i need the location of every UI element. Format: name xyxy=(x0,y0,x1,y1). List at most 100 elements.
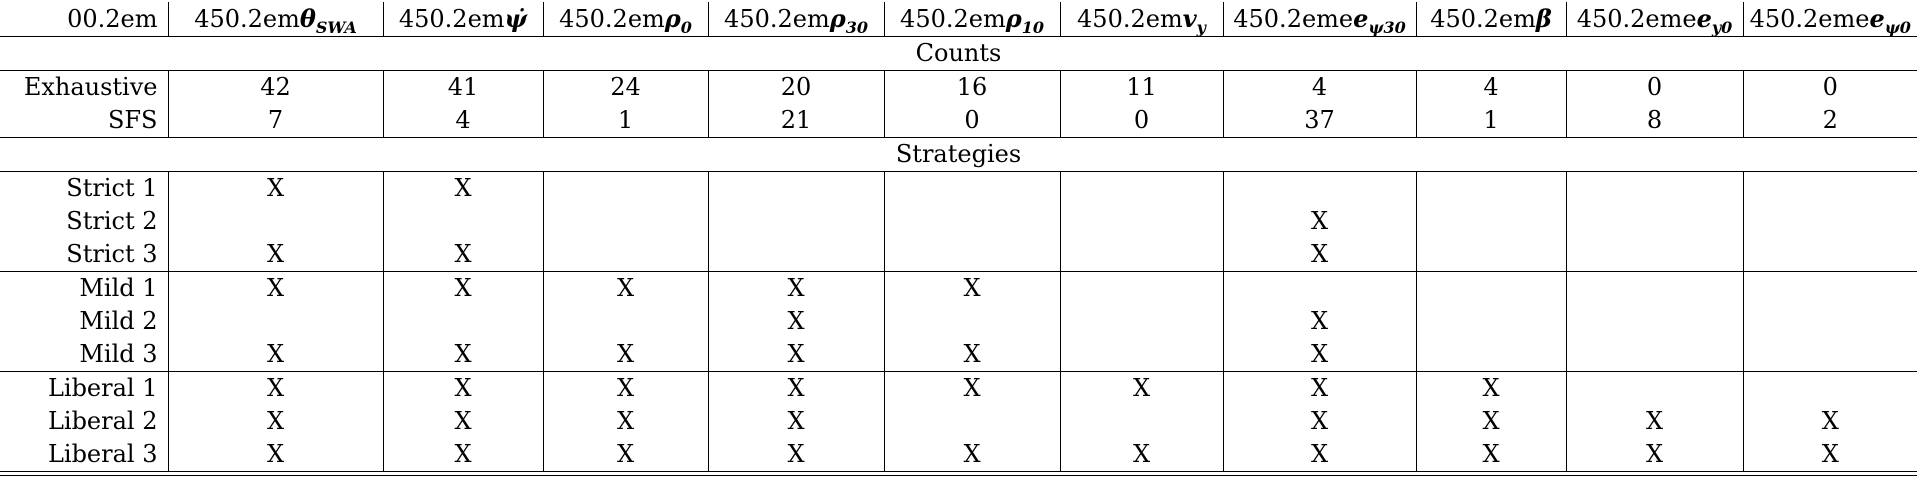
table-cell xyxy=(1742,271,1917,305)
table-cell xyxy=(542,205,708,238)
column-header-prefix: 450.2em xyxy=(900,5,1006,33)
table-cell xyxy=(167,205,383,238)
table-cell: X xyxy=(1222,371,1416,405)
table-cell: X xyxy=(167,171,383,205)
table-cell xyxy=(1565,371,1743,405)
table-cell xyxy=(1565,205,1743,238)
table-cell: X xyxy=(707,405,884,438)
table-cell: X xyxy=(707,338,884,372)
row-label: Exhaustive xyxy=(23,73,158,101)
row-label: Liberal 2 xyxy=(47,407,158,435)
table-cell: X xyxy=(382,371,543,405)
row-label: SFS xyxy=(107,106,158,134)
column-header-subscript: 0 xyxy=(680,17,692,37)
column-header: 450.2emθSWA xyxy=(167,2,383,37)
table-cell: X xyxy=(883,438,1060,472)
table-cell: X xyxy=(542,338,708,372)
header-row: 00.2em 450.2emθSWA 450.2emψ̇ 450.2emρ0 450.2… xyxy=(0,2,1917,37)
table-cell: X xyxy=(167,338,383,372)
table-cell: X xyxy=(1222,205,1416,238)
table-cell xyxy=(1742,338,1917,372)
table-cell: 42 xyxy=(167,70,383,104)
table-cell: X xyxy=(1415,371,1566,405)
table-cell: X xyxy=(167,438,383,472)
table-cell: 0 xyxy=(1565,70,1743,104)
table-cell xyxy=(1059,271,1223,305)
table-cell: X xyxy=(1565,405,1743,438)
column-header-prefix: 450.2em xyxy=(194,5,300,33)
table-cell xyxy=(1565,305,1743,338)
table-cell: X xyxy=(542,405,708,438)
bottom-double-rule xyxy=(0,475,1917,476)
column-header-subscript: SWA xyxy=(315,17,357,37)
table-cell xyxy=(542,171,708,205)
table-cell xyxy=(1059,171,1223,205)
column-header-prefix: 450.2eme xyxy=(1749,5,1870,33)
table-cell: X xyxy=(1059,438,1223,472)
column-header: 450.2emρ10 xyxy=(883,2,1060,37)
table-cell xyxy=(1415,205,1566,238)
column-header-prefix: 00.2em xyxy=(67,5,158,33)
table-cell xyxy=(1742,371,1917,405)
table-cell xyxy=(382,205,543,238)
row-label: Strict 1 xyxy=(66,174,158,202)
table-cell xyxy=(707,238,884,272)
column-header: 450.2emψ̇ xyxy=(382,2,543,37)
table-cell xyxy=(1415,338,1566,372)
column-header: 450.2emρ0 xyxy=(542,2,708,37)
table-cell: X xyxy=(167,371,383,405)
table-cell: X xyxy=(1222,238,1416,272)
table-cell xyxy=(1742,238,1917,272)
table-cell: 0 xyxy=(1742,70,1917,104)
table-cell: X xyxy=(542,371,708,405)
table-cell xyxy=(1059,338,1223,372)
column-header-symbol: β xyxy=(1535,4,1552,33)
table-cell: 41 xyxy=(382,70,543,104)
table-cell xyxy=(707,205,884,238)
column-header-symbol: ρ xyxy=(829,4,846,33)
table-cell: X xyxy=(1222,438,1416,472)
table-cell: X xyxy=(1415,438,1566,472)
column-header-subscript: 30 xyxy=(845,17,868,37)
table-cell: 1 xyxy=(542,104,708,138)
table-cell: X xyxy=(382,238,543,272)
column-header-prefix: 450.2eme xyxy=(1576,5,1697,33)
column-header-subscript: ψ30 xyxy=(1368,17,1406,37)
column-header-symbol: θ xyxy=(299,4,316,33)
table-row: Exhaustive 42 41 24 20 16 11 4 4 0 0 xyxy=(0,70,1917,104)
column-header-subscript: y xyxy=(1196,17,1206,37)
table-cell: 21 xyxy=(707,104,884,138)
table-cell xyxy=(1565,271,1743,305)
column-header: 450.2emvy xyxy=(1059,2,1223,37)
table-cell: X xyxy=(1222,338,1416,372)
table-cell: X xyxy=(1742,405,1917,438)
table-cell: 8 xyxy=(1565,104,1743,138)
table-cell xyxy=(1565,338,1743,372)
column-header: 450.2emeey0 xyxy=(1565,2,1743,37)
table-cell: 24 xyxy=(542,70,708,104)
column-header-symbol: v xyxy=(1182,4,1197,33)
table-cell: 37 xyxy=(1222,104,1416,138)
table-cell: X xyxy=(1565,438,1743,472)
table-row: Mild 2 X X xyxy=(0,305,1917,338)
column-header-prefix: 450.2em xyxy=(559,5,665,33)
table-cell: 1 xyxy=(1415,104,1566,138)
feature-selection-table: 00.2em 450.2emθSWA 450.2emψ̇ 450.2emρ0 450.2… xyxy=(0,2,1917,472)
column-header: 450.2emβ xyxy=(1415,2,1566,37)
row-label: Mild 1 xyxy=(79,274,158,302)
column-header-symbol: ψ̇ xyxy=(504,4,528,33)
table-cell: X xyxy=(707,438,884,472)
table-cell xyxy=(883,305,1060,338)
table-cell: X xyxy=(1222,305,1416,338)
table-cell: X xyxy=(167,405,383,438)
row-label: Liberal 1 xyxy=(47,374,158,402)
table-cell: X xyxy=(542,438,708,472)
row-label: Liberal 3 xyxy=(0,438,168,472)
table-cell xyxy=(883,171,1060,205)
